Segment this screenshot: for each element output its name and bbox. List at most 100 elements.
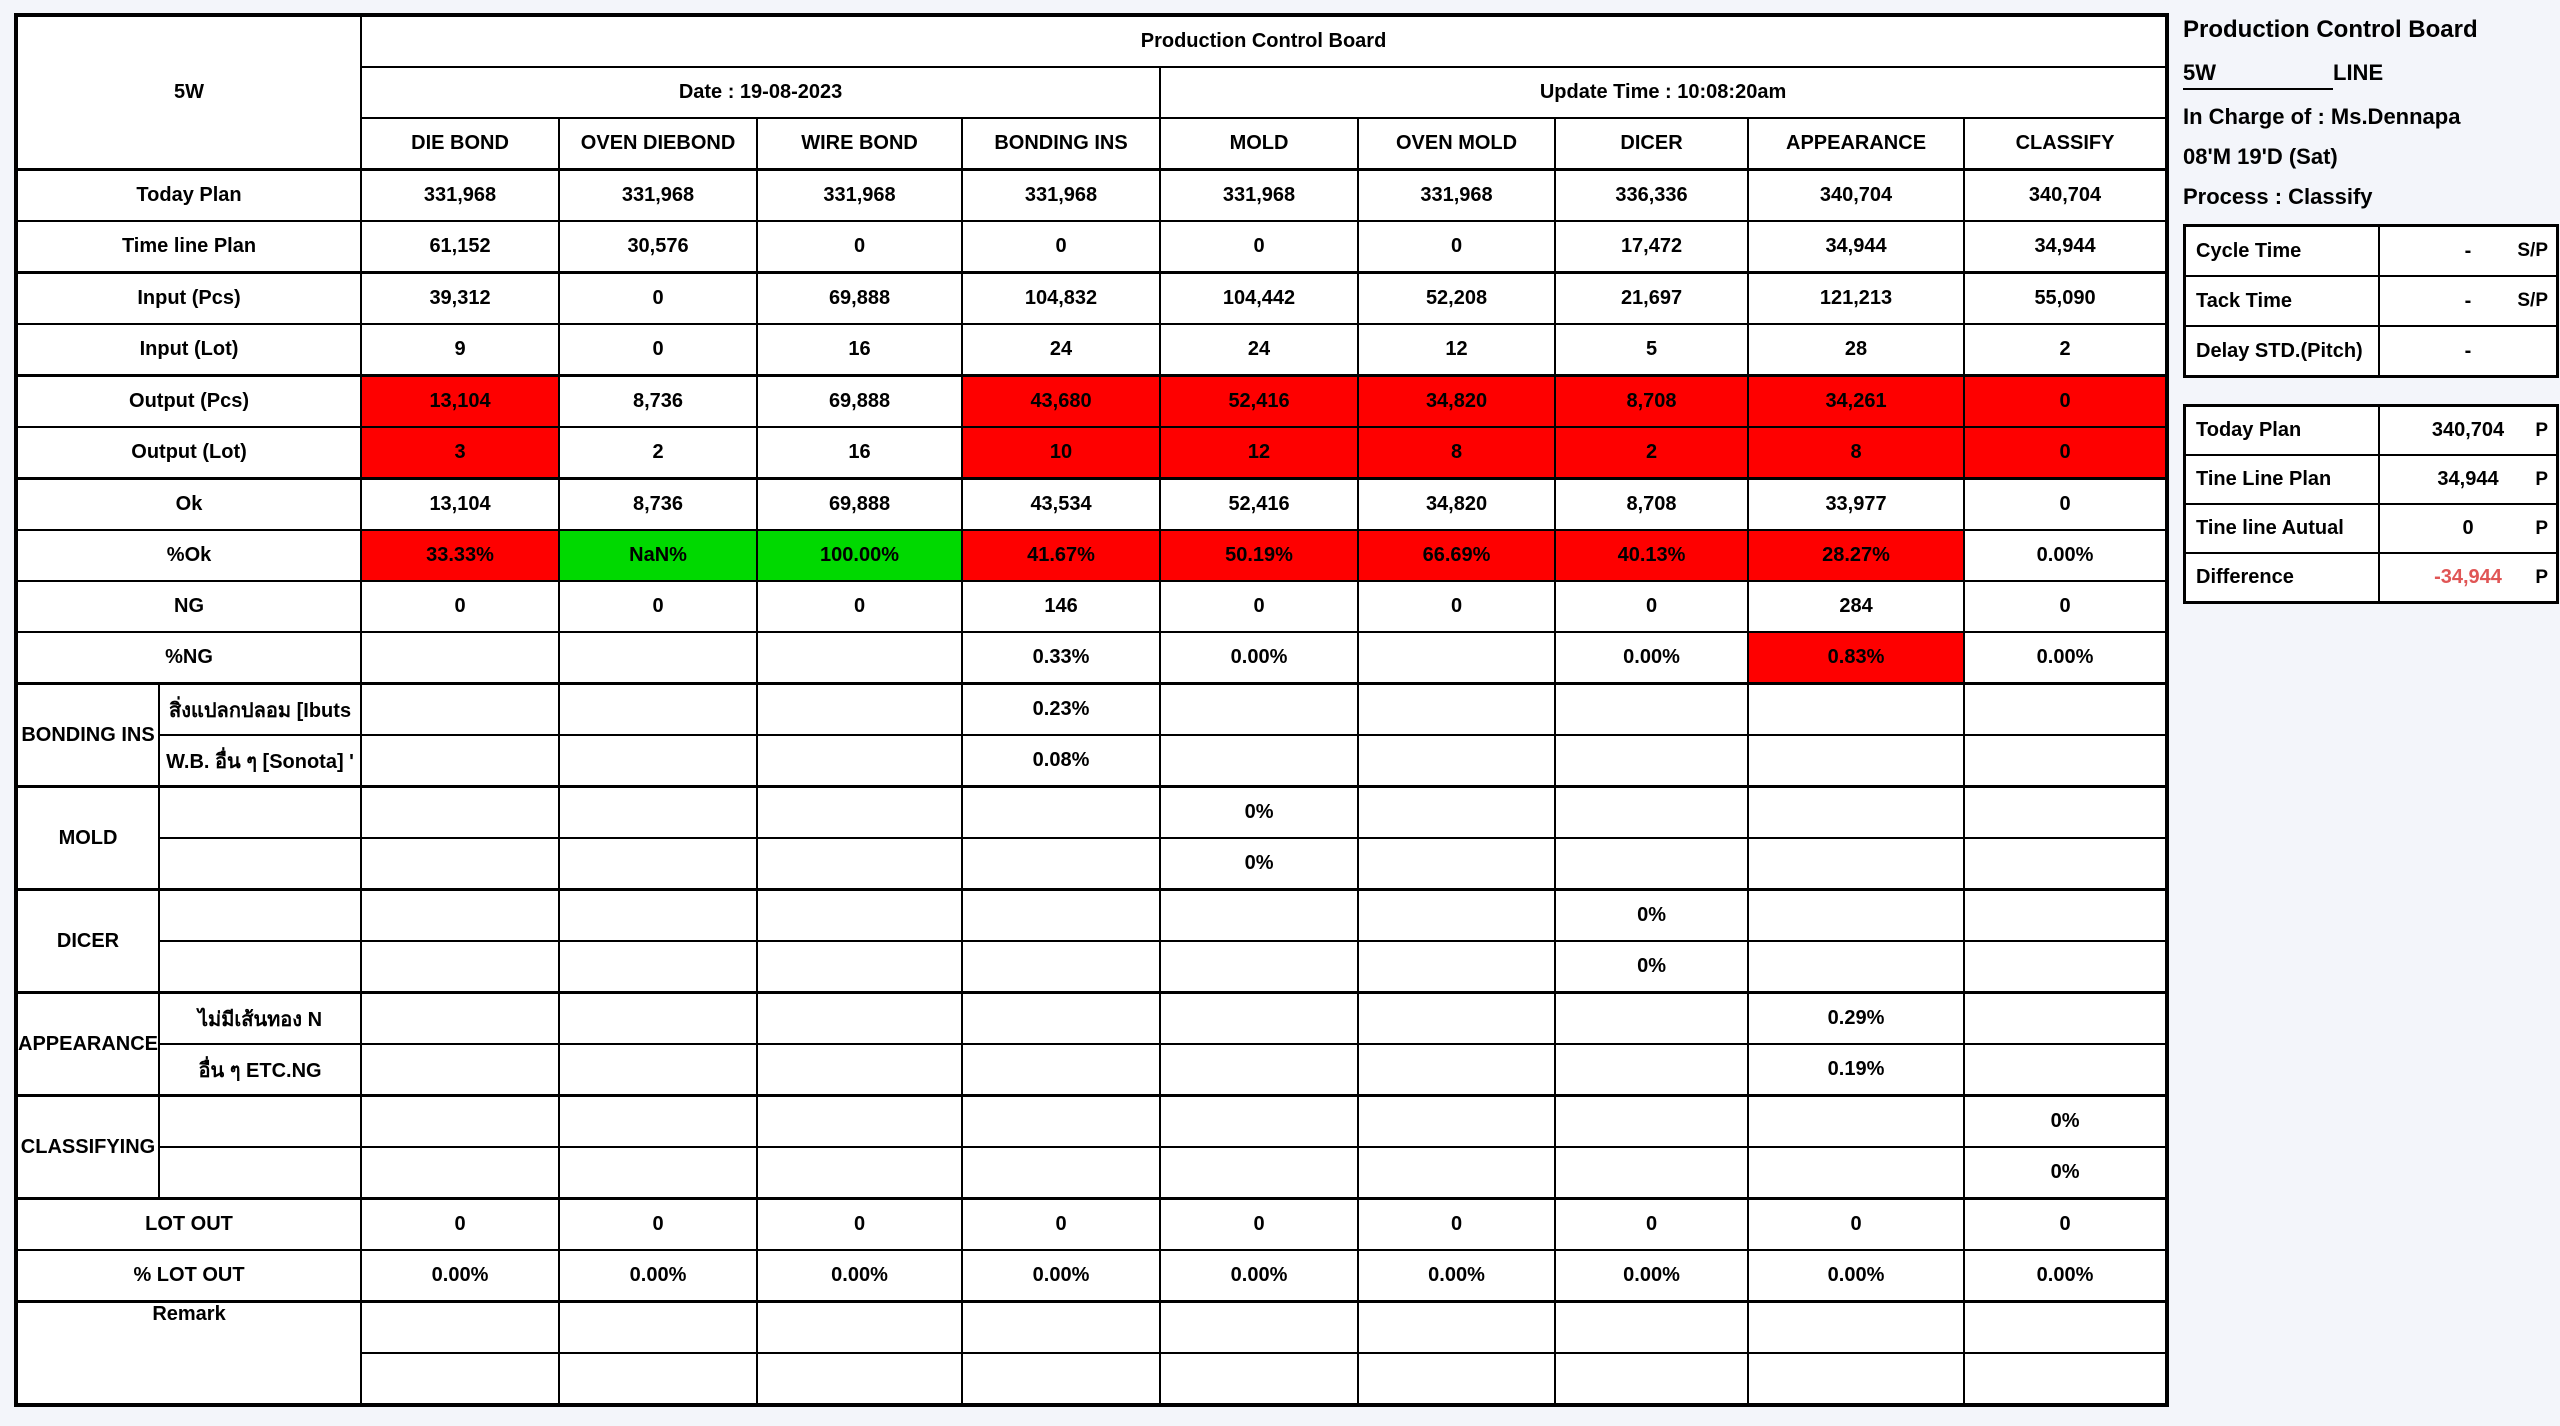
cell-mold-2-wire-bond [756, 837, 964, 891]
plan-unit: P [2535, 468, 2548, 490]
cell-input-pcs-mold: 104,442 [1159, 271, 1360, 325]
cell-remark-2-oven-mold [1357, 1352, 1557, 1406]
cell-classifying-2-wire-bond [756, 1146, 964, 1200]
plan-row-tine-line-plan: Tine Line Plan 34,944 P [2183, 454, 2559, 505]
plan-value-tine-line-plan: 34,944 P [2378, 454, 2559, 505]
row-pct-ng: %NG 0.33% 0.00% 0.00% 0.83% 0.00% [14, 631, 2169, 685]
cell-timeline-plan-oven-diebond: 30,576 [558, 220, 759, 274]
row-output-pcs: Output (Pcs) 13,104 8,736 69,888 43,680 52,41… [14, 374, 2169, 428]
cell-remark-1-die-bond [360, 1300, 561, 1354]
timing-row-delay-std-pitch: Delay STD.(Pitch) - [2183, 325, 2559, 378]
cell-appearance-1-appearance: 0.29% [1747, 991, 1966, 1045]
cell-appearance-1-oven-diebond [558, 991, 759, 1045]
cell-lot-out-mold: 0 [1159, 1197, 1360, 1251]
timing-value-text: - [2464, 239, 2472, 262]
cell-remark-2-bonding-ins [961, 1352, 1162, 1406]
cell-ok-mold: 52,416 [1159, 477, 1360, 531]
row-appearance-defect-1: APPEARANCE ไม่มีเส้นทอง N 0.29% [14, 991, 2169, 1097]
process-field: Process : Classify [2183, 184, 2373, 209]
cell-dicer-1-die-bond [360, 888, 561, 942]
timing-unit: S/P [2517, 290, 2548, 311]
cell-remark-2-wire-bond [756, 1352, 964, 1406]
plan-label-tine-line-plan: Tine Line Plan [2183, 454, 2380, 505]
cell-bonding-ins-2-mold [1159, 734, 1360, 788]
row-label-output-lot: Output (Lot) [14, 426, 363, 480]
cell-classifying-2-bonding-ins [961, 1146, 1162, 1200]
cell-ok-classify: 0 [1963, 477, 2169, 531]
timing-label-tack-time: Tack Time [2183, 275, 2380, 327]
plan-value-difference: -34,944 P [2378, 552, 2559, 604]
line-logo: 5W [14, 14, 363, 171]
board-title: Production Control Board [360, 14, 2169, 68]
cell-pct-ok-mold: 50.19% [1159, 529, 1360, 582]
cell-dicer-2-appearance [1747, 940, 1966, 994]
cell-appearance-2-oven-mold [1357, 1043, 1557, 1097]
cell-bonding-ins-1-bonding-ins: 0.23% [961, 682, 1162, 736]
timing-row-cycle-time: Cycle Time - S/P [2183, 224, 2559, 277]
cell-mold-1-oven-mold [1357, 785, 1557, 839]
cell-ng-die-bond: 0 [360, 580, 561, 633]
cell-ok-oven-mold: 34,820 [1357, 477, 1557, 531]
plan-unit: P [2535, 517, 2548, 539]
row-mold-defect-1: MOLD 0% [14, 785, 2169, 891]
cell-input-lot-die-bond: 9 [360, 323, 561, 377]
timing-label-delay-std-pitch: Delay STD.(Pitch) [2183, 325, 2380, 378]
plan-value-text: 0 [2462, 517, 2474, 539]
section-label-dicer: DICER [14, 888, 161, 994]
cell-classifying-1-oven-diebond [558, 1094, 759, 1148]
cell-dicer-2-classify [1963, 940, 2169, 994]
cell-timeline-plan-dicer: 17,472 [1554, 220, 1750, 274]
timing-label-cycle-time: Cycle Time [2183, 224, 2380, 277]
cell-ok-dicer: 8,708 [1554, 477, 1750, 531]
cell-ng-dicer: 0 [1554, 580, 1750, 633]
cell-pct-ok-dicer: 40.13% [1554, 529, 1750, 582]
cell-input-lot-classify: 2 [1963, 323, 2169, 377]
cell-appearance-2-mold [1159, 1043, 1360, 1097]
cell-pct-lot-out-oven-mold: 0.00% [1357, 1249, 1557, 1303]
cell-input-lot-mold: 24 [1159, 323, 1360, 377]
cell-mold-1-die-bond [360, 785, 561, 839]
cell-dicer-1-appearance [1747, 888, 1966, 942]
cell-ng-appearance: 284 [1747, 580, 1966, 633]
cell-mold-1-appearance [1747, 785, 1966, 839]
column-header-oven-mold: OVEN MOLD [1357, 117, 1557, 171]
row-remark-2 [16, 1352, 2169, 1406]
cell-timeline-plan-die-bond: 61,152 [360, 220, 561, 274]
row-label-ng: NG [14, 580, 363, 633]
cell-output-pcs-oven-diebond: 8,736 [558, 374, 759, 428]
cell-remark-1-oven-diebond [558, 1300, 759, 1354]
cell-dicer-1-classify [1963, 888, 2169, 942]
row-label-remark: Remark [14, 1300, 363, 1406]
cell-input-lot-dicer: 5 [1554, 323, 1750, 377]
cell-pct-ng-classify: 0.00% [1963, 631, 2169, 685]
column-header-oven-diebond: OVEN DIEBOND [558, 117, 759, 171]
cell-timeline-plan-mold: 0 [1159, 220, 1360, 274]
row-dicer-defect-2: 0% [16, 940, 2169, 994]
row-bonding-ins-defect-1: BONDING INS สิ่งแปลกปลอม [Ibuts 0.23% [14, 682, 2169, 788]
cell-appearance-2-die-bond [360, 1043, 561, 1097]
cell-remark-1-wire-bond [756, 1300, 964, 1354]
defect-label-dicer-2 [158, 940, 363, 994]
cell-dicer-1-oven-diebond [558, 888, 759, 942]
cell-mold-2-dicer [1554, 837, 1750, 891]
cell-ok-bonding-ins: 43,534 [961, 477, 1162, 531]
cell-output-pcs-die-bond: 13,104 [360, 374, 561, 428]
cell-input-lot-wire-bond: 16 [756, 323, 964, 377]
cell-input-pcs-classify: 55,090 [1963, 271, 2169, 325]
row-today-plan: Today Plan 331,968 331,968 331,968 331,968 33… [14, 168, 2169, 222]
line-field: 5W LINE [2183, 60, 2559, 90]
cell-output-pcs-classify: 0 [1963, 374, 2169, 428]
cell-today-plan-mold: 331,968 [1159, 168, 1360, 222]
row-label-today-plan: Today Plan [14, 168, 363, 222]
plan-label-difference: Difference [2183, 552, 2380, 604]
cell-appearance-2-classify [1963, 1043, 2169, 1097]
column-header-mold: MOLD [1159, 117, 1360, 171]
cell-dicer-2-oven-diebond [558, 940, 759, 994]
cell-pct-ng-die-bond [360, 631, 561, 685]
cell-ng-oven-mold: 0 [1357, 580, 1557, 633]
timing-table: Cycle Time - S/P Tack Time - S/P Delay STD.(Pi… [2183, 224, 2559, 378]
cell-today-plan-bonding-ins: 331,968 [961, 168, 1162, 222]
cell-classifying-2-dicer [1554, 1146, 1750, 1200]
cell-mold-2-oven-diebond [558, 837, 759, 891]
cell-remark-2-mold [1159, 1352, 1360, 1406]
